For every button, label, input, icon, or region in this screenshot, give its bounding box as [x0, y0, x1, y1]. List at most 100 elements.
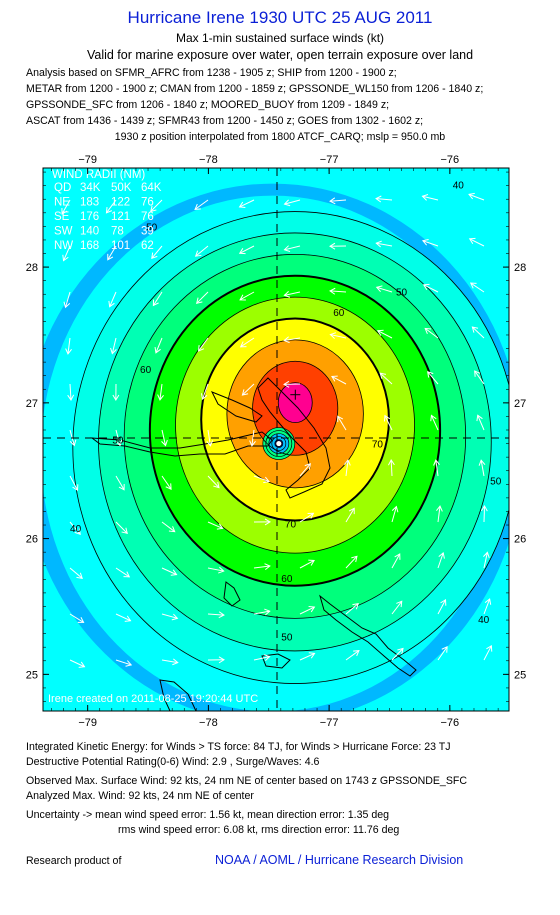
wind-vector-head [283, 336, 290, 344]
wind-vector-shaft [107, 245, 117, 260]
wind-vector-shaft [391, 553, 401, 569]
wind-vector-head [331, 375, 338, 382]
wind-vector [238, 199, 255, 208]
dpr-line: Destructive Potential Rating(0-6) Wind: … [26, 756, 320, 768]
wind-vector-head [67, 394, 75, 401]
wind-vector-shaft [115, 521, 128, 534]
analysis-line: Analysis based on SFMR_AFRC from 1238 - … [26, 67, 397, 79]
wind-vector [468, 192, 485, 201]
wind-vector [69, 567, 83, 579]
chart-title: Hurricane Irene 1930 UTC 25 AUG 2011 [127, 8, 433, 27]
wind-vector-shaft [69, 521, 81, 535]
wind-vector-head [238, 248, 246, 255]
wind-radii-cell: 76 [141, 197, 154, 209]
wind-vector [238, 245, 255, 255]
contour-lines [72, 211, 509, 684]
wind-radii-cell: 34K [80, 182, 101, 194]
wind-radii-cell: SE [54, 211, 70, 223]
wind-vector-head [77, 617, 85, 623]
wind-vector-head [478, 459, 486, 466]
wind-vector [161, 567, 178, 576]
contour-label: 40 [478, 615, 490, 626]
wind-vector [345, 507, 355, 523]
contour-label: 50 [490, 476, 502, 487]
wind-vector-shaft [483, 552, 488, 569]
wind-vector-head [304, 463, 311, 470]
grand-bahama-outline [90, 431, 273, 457]
wind-vector-shaft [69, 567, 83, 579]
wind-vector [476, 414, 485, 431]
wind-vector-shaft [299, 652, 315, 661]
wind-vector-head [150, 205, 157, 213]
wind-vector-head [239, 294, 246, 301]
wind-vector-shaft [437, 552, 444, 569]
wind-vector [299, 512, 315, 523]
wind-vector-head [123, 571, 131, 578]
wind-vector [115, 521, 128, 535]
contour-label: 50 [112, 436, 124, 447]
wind-vector [283, 336, 301, 344]
wind-vector [108, 291, 117, 308]
wind-vector [433, 459, 440, 477]
wind-vector-shaft [437, 646, 448, 661]
wind-vector-shaft [299, 463, 311, 477]
wind-vector [478, 459, 486, 477]
wind-vector-shaft [376, 286, 393, 293]
wind-vector-head [308, 606, 316, 613]
wind-vector-head [484, 598, 492, 605]
wind-vector-shaft [253, 610, 270, 615]
wind-vector-head [430, 414, 437, 422]
wind-vector-head [112, 394, 120, 401]
wind-vector-shaft [202, 383, 209, 400]
wind-vector [345, 650, 360, 661]
wind-vector-head [469, 282, 477, 289]
x-tick-label-bottom: −77 [320, 717, 339, 729]
analysis-line: ASCAT from 1436 - 1439 z; SFMR43 from 12… [26, 115, 424, 127]
contour-label: 40 [70, 524, 82, 535]
wind-vector-head [61, 208, 68, 215]
wind-vector-shaft [390, 459, 393, 477]
contour-label: 60 [281, 574, 293, 585]
wind-vector-head [283, 199, 291, 207]
wind-vector-head [329, 332, 337, 339]
wind-vector [115, 475, 125, 491]
wind-vector [421, 194, 439, 201]
wind-vector-head [283, 291, 291, 298]
wind-vector-head [329, 242, 336, 250]
wind-vector [329, 287, 347, 295]
wind-vector-shaft [284, 245, 301, 251]
wind-vector-head [351, 555, 358, 563]
wind-vector-head [438, 551, 445, 559]
wind-vector [65, 337, 72, 355]
wind-vector [427, 371, 439, 385]
contour-label: 50 [396, 288, 408, 299]
wind-vector [63, 291, 71, 309]
wind-vector-shaft [330, 290, 347, 293]
wind-vector-shaft [337, 416, 347, 431]
wind-vector-head [110, 347, 117, 355]
wind-vector [391, 600, 403, 615]
wind-vector-head [283, 380, 290, 388]
wind-vector-shaft [345, 603, 359, 615]
wind-vector-shaft [437, 506, 441, 523]
wind-vector-shaft [330, 334, 347, 339]
eleuthera-outline [319, 594, 417, 677]
wind-vector-head [152, 299, 159, 307]
wind-vector-shaft [67, 337, 71, 354]
wind-vector-shaft [161, 567, 177, 576]
wind-vector [337, 415, 347, 431]
wind-vector-shaft [376, 242, 393, 247]
wind-vector-head [394, 553, 401, 560]
validity-note: Valid for marine exposure over water, op… [86, 48, 474, 62]
wind-bands [43, 183, 509, 711]
contour-label: 70 [372, 440, 384, 451]
wind-radii-cell: NW [54, 240, 73, 252]
wind-vector-shaft [115, 659, 132, 666]
wind-vector-shaft [69, 613, 84, 623]
wind-vector-shaft [284, 337, 301, 341]
wind-vector [151, 245, 163, 260]
wind-vector-head [352, 603, 359, 610]
wind-vector-shaft [299, 512, 314, 523]
wind-vector-shaft [151, 245, 163, 259]
wind-vector-head [197, 345, 205, 352]
